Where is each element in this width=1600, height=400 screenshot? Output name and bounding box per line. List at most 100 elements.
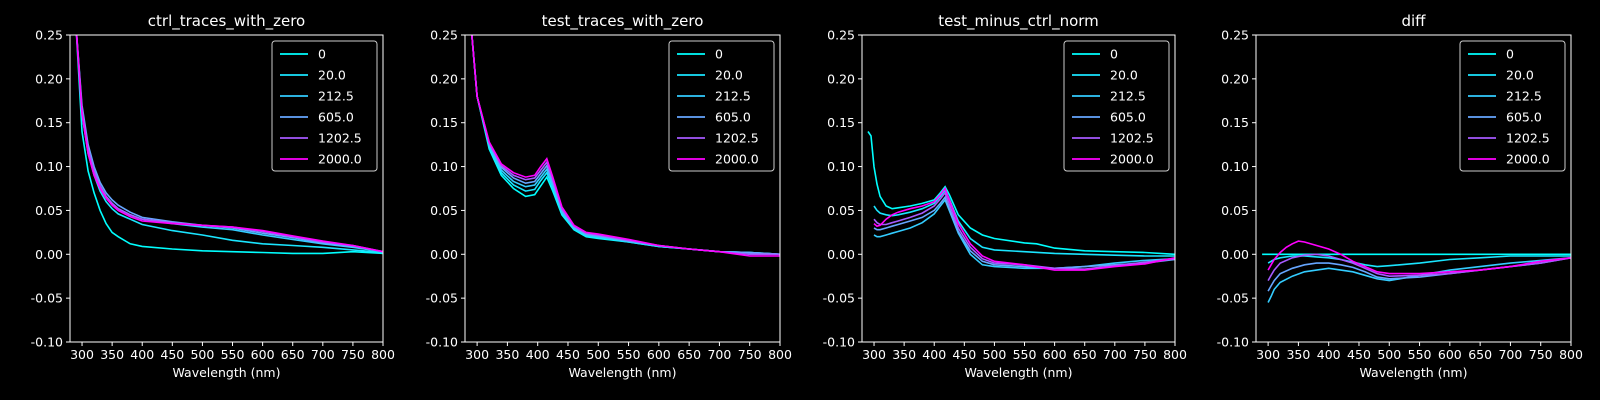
legend-entry: 212.5	[1110, 89, 1146, 104]
legend: 0 20.0 212.5 605.0 1202.5 2000.0	[1063, 40, 1170, 172]
legend-entry: 605.0	[318, 110, 354, 125]
x-tick-label: 300	[1256, 347, 1280, 362]
y-tick-label: 0.20	[35, 71, 63, 86]
y-tick-label: 0.20	[1221, 71, 1249, 86]
legend-entry: 212.5	[1506, 89, 1542, 104]
x-tick-label: 700	[1498, 347, 1522, 362]
x-tick-label: 700	[311, 347, 335, 362]
legend-entry: 605.0	[1110, 110, 1146, 125]
legend-entry: 0	[715, 47, 723, 62]
legend-entry: 2000.0	[715, 152, 759, 167]
x-tick-label: 450	[1347, 347, 1371, 362]
legend-entry: 20.0	[1110, 68, 1138, 83]
legend-entry: 20.0	[715, 68, 743, 83]
x-tick-label: 450	[160, 347, 184, 362]
plot-frame	[861, 34, 1176, 343]
legend-entry: 2000.0	[1110, 152, 1154, 167]
y-tick-label: -0.05	[1217, 291, 1249, 306]
legend-entry: 0	[318, 47, 326, 62]
legend-entry: 20.0	[1506, 68, 1534, 83]
chart-panel-2: test_traces_with_zero -0.10 -0.05 0.00 0.05 0…	[426, 12, 792, 380]
legend: 0 20.0 212.5 605.0 1202.5 2000.0	[1459, 40, 1566, 172]
x-tick-label: 700	[1103, 347, 1127, 362]
legend-entry: 605.0	[715, 110, 751, 125]
x-tick-label: 750	[341, 347, 365, 362]
legend-entry: 605.0	[1506, 110, 1542, 125]
legend: 0 20.0 212.5 605.0 1202.5 2000.0	[668, 40, 775, 172]
y-tick-label: 0.10	[430, 159, 458, 174]
legend-entry: 1202.5	[715, 131, 759, 146]
y-tick-label: 0.25	[35, 28, 63, 43]
legend-entry: 0	[1506, 47, 1514, 62]
y-tick-label: 0.15	[35, 115, 63, 130]
series-line-0	[867, 131, 1175, 256]
y-tick-label: -0.05	[426, 291, 458, 306]
plot-frame	[464, 34, 781, 343]
y-tick-label: -0.10	[31, 335, 63, 350]
y-tick-label: 0.00	[35, 247, 63, 262]
x-tick-label: 300	[862, 347, 886, 362]
x-tick-label: 350	[100, 347, 124, 362]
x-tick-label: 400	[1317, 347, 1341, 362]
x-tick-label: 300	[70, 347, 94, 362]
x-tick-label: 350	[1286, 347, 1310, 362]
y-tick-label: 0.05	[430, 203, 458, 218]
chart-title: test_minus_ctrl_norm	[938, 12, 1099, 31]
chart-title: diff	[1401, 12, 1426, 30]
legend: 0 20.0 212.5 605.0 1202.5 2000.0	[271, 40, 378, 172]
series-line-2000-0	[75, 35, 383, 253]
plot-frame	[1255, 34, 1572, 343]
y-tick-label: 0.00	[430, 247, 458, 262]
chart-panel-3: test_minus_ctrl_norm -0.10 -0.05 0.00 0.05 0.…	[823, 12, 1187, 380]
x-tick-label: 500	[1377, 347, 1401, 362]
x-tick-label: 750	[1133, 347, 1157, 362]
series-line-1202-5	[873, 191, 1175, 271]
y-tick-label: -0.10	[823, 335, 855, 350]
x-tick-label: 650	[1468, 347, 1492, 362]
legend-entry: 0	[1110, 47, 1118, 62]
y-tick-label: 0.15	[1221, 115, 1249, 130]
y-tick-label: 0.05	[827, 203, 855, 218]
x-tick-label: 550	[617, 347, 641, 362]
x-tick-label: 500	[586, 347, 610, 362]
y-tick-label: 0.10	[1221, 159, 1249, 174]
y-tick-label: 0.20	[827, 71, 855, 86]
x-tick-label: 600	[647, 347, 671, 362]
y-tick-label: 0.00	[1221, 247, 1249, 262]
x-axis-label: Wavelength (nm)	[965, 365, 1073, 380]
x-tick-label: 650	[677, 347, 701, 362]
series-line-2000-0	[1267, 240, 1571, 275]
series-line-1202-5	[75, 35, 383, 253]
x-tick-label: 350	[495, 347, 519, 362]
legend-entry: 2000.0	[318, 152, 362, 167]
x-tick-label: 600	[1438, 347, 1462, 362]
y-tick-label: -0.05	[823, 291, 855, 306]
y-tick-label: 0.05	[1221, 203, 1249, 218]
x-tick-label: 550	[221, 347, 245, 362]
y-tick-label: 0.25	[827, 28, 855, 43]
x-axis-label: Wavelength (nm)	[1360, 365, 1468, 380]
series-line-605-0	[873, 195, 1175, 270]
x-tick-label: 400	[526, 347, 550, 362]
y-tick-label: 0.25	[1221, 28, 1249, 43]
y-tick-label: 0.15	[827, 115, 855, 130]
x-tick-label: 500	[190, 347, 214, 362]
x-tick-label: 500	[982, 347, 1006, 362]
x-tick-label: 550	[1408, 347, 1432, 362]
x-tick-label: 800	[1163, 347, 1187, 362]
x-tick-label: 450	[952, 347, 976, 362]
legend-entry: 1202.5	[318, 131, 362, 146]
x-tick-label: 400	[922, 347, 946, 362]
legend-entry: 212.5	[318, 89, 354, 104]
series-line-2000-0	[471, 35, 780, 257]
chart-title: test_traces_with_zero	[542, 12, 704, 31]
y-tick-label: -0.10	[426, 335, 458, 350]
y-tick-label: 0.05	[35, 203, 63, 218]
series-line-212-5	[1267, 257, 1571, 303]
x-tick-label: 800	[1559, 347, 1583, 362]
x-tick-label: 800	[371, 347, 395, 362]
plot-frame	[69, 34, 384, 343]
series-line-0	[75, 35, 383, 255]
